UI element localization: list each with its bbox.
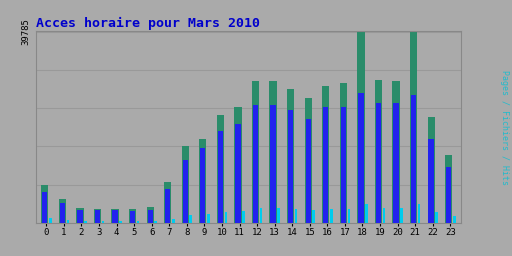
Bar	[253, 105, 258, 223]
Bar	[260, 208, 262, 223]
Bar	[60, 202, 65, 223]
Bar	[218, 132, 223, 223]
Bar	[130, 211, 135, 223]
Bar	[102, 221, 104, 223]
Bar	[400, 208, 403, 223]
Bar	[49, 218, 52, 223]
Bar	[357, 32, 365, 223]
Bar	[94, 209, 101, 223]
Bar	[410, 32, 417, 223]
Bar	[382, 208, 386, 223]
Bar	[411, 95, 416, 223]
Bar	[446, 167, 451, 223]
Bar	[84, 221, 87, 223]
Bar	[137, 221, 139, 223]
Bar	[236, 124, 241, 223]
Bar	[112, 209, 119, 223]
Bar	[393, 103, 399, 223]
Bar	[119, 221, 122, 223]
Bar	[340, 108, 346, 223]
Bar	[435, 212, 438, 223]
Text: Acces horaire pour Mars 2010: Acces horaire pour Mars 2010	[36, 16, 260, 29]
Bar	[375, 80, 382, 223]
Bar	[278, 208, 280, 223]
Bar	[172, 219, 175, 223]
Bar	[252, 81, 259, 223]
Bar	[189, 215, 192, 223]
Text: Pages / Fichiers / Hits: Pages / Fichiers / Hits	[500, 70, 509, 186]
Bar	[418, 204, 420, 223]
Bar	[287, 89, 294, 223]
Bar	[113, 210, 118, 223]
Bar	[183, 160, 188, 223]
Bar	[295, 209, 297, 223]
Bar	[67, 220, 69, 223]
Bar	[207, 214, 210, 223]
Bar	[365, 204, 368, 223]
Bar	[322, 86, 329, 223]
Bar	[76, 208, 83, 223]
Bar	[429, 139, 434, 223]
Bar	[234, 108, 242, 223]
Bar	[41, 185, 49, 223]
Bar	[225, 212, 227, 223]
Bar	[312, 210, 315, 223]
Bar	[182, 146, 189, 223]
Bar	[453, 216, 456, 223]
Bar	[348, 209, 350, 223]
Bar	[376, 103, 381, 223]
Bar	[428, 117, 435, 223]
Bar	[165, 189, 170, 223]
Bar	[95, 210, 100, 223]
Bar	[445, 155, 452, 223]
Bar	[147, 210, 153, 223]
Bar	[59, 199, 66, 223]
Bar	[77, 210, 82, 223]
Bar	[269, 81, 276, 223]
Bar	[323, 108, 328, 223]
Bar	[339, 83, 347, 223]
Bar	[270, 105, 276, 223]
Bar	[155, 221, 157, 223]
Bar	[330, 209, 333, 223]
Bar	[288, 110, 293, 223]
Bar	[200, 148, 205, 223]
Bar	[146, 207, 154, 223]
Bar	[199, 139, 206, 223]
Bar	[392, 81, 400, 223]
Bar	[42, 191, 48, 223]
Bar	[217, 115, 224, 223]
Bar	[306, 120, 311, 223]
Bar	[242, 211, 245, 223]
Bar	[358, 93, 364, 223]
Bar	[129, 209, 136, 223]
Bar	[305, 98, 312, 223]
Bar	[164, 182, 172, 223]
